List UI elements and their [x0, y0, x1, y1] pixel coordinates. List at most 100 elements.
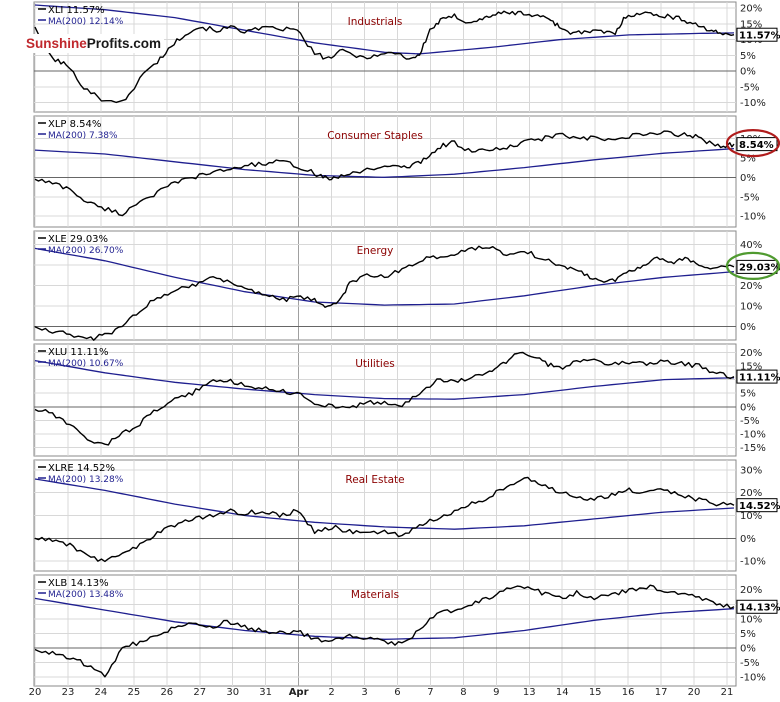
y-tick-label: 15%	[740, 19, 762, 30]
last-value-label: 8.54%	[739, 140, 774, 151]
x-tick-label: 8	[460, 687, 466, 698]
legend-ma: MA(200) 12.14%	[48, 17, 124, 27]
legend-ma: MA(200) 13.28%	[48, 475, 124, 485]
y-tick-label: 5%	[740, 51, 756, 62]
panel-consumer-staples: -10%-5%0%5%10%XLP 8.54%MA(200) 7.38%Cons…	[33, 115, 780, 228]
x-tick-label: 25	[127, 687, 140, 698]
y-tick-label: 0%	[740, 322, 756, 333]
x-tick-label: 2	[328, 687, 334, 698]
price-line	[34, 584, 735, 678]
sunshine-profits-logo: SunshineProfits.com	[23, 34, 165, 53]
y-tick-label: 0%	[740, 644, 756, 655]
x-tick-label: 14	[556, 687, 569, 698]
x-tick-label: 26	[160, 687, 173, 698]
price-line	[34, 351, 735, 446]
last-value-box	[736, 137, 778, 152]
y-tick-label: 5%	[740, 389, 756, 400]
ma200-line	[34, 4, 735, 55]
price-line	[34, 476, 735, 563]
panel-materials: -10%-5%0%5%10%15%20%XLB 14.13%MA(200) 13…	[33, 574, 780, 687]
y-tick-label: 20%	[740, 348, 762, 359]
legend-price: XLI 11.57%	[48, 5, 105, 16]
y-tick-label: 40%	[740, 240, 762, 251]
panel-real-estate: -10% 0% 10% 20% 30% XLRE 14.52%MA(200) 13.28%…	[33, 459, 780, 572]
y-tick-label: 20%	[740, 585, 762, 596]
panel-utilities: -15%-10%-5%0%5%10%15%20%XLU 11.11%MA(200…	[33, 343, 780, 457]
y-tick-label: -10%	[740, 212, 766, 223]
ma200-line	[34, 247, 735, 306]
green-highlight-ellipse	[725, 251, 780, 280]
y-tick-label: -10%	[740, 429, 766, 440]
x-tick-label: 27	[193, 687, 206, 698]
x-tick-label: 3	[361, 687, 367, 698]
x-tick-label: 21	[721, 687, 734, 698]
last-value-box	[736, 498, 778, 513]
y-tick-label: 15%	[740, 362, 762, 373]
x-tick-label: 7	[427, 687, 433, 698]
y-tick-label: 5%	[740, 629, 756, 640]
legend-price: XLE 29.03%	[48, 234, 108, 245]
y-tick-label: -5%	[740, 192, 759, 203]
x-tick-label: 20	[29, 687, 42, 698]
x-tick-label: 16	[622, 687, 635, 698]
last-value-box	[736, 259, 778, 274]
last-value-box	[736, 599, 778, 614]
y-tick-label: 0%	[740, 402, 756, 413]
last-value-label: 29.03%	[739, 263, 780, 274]
price-line	[34, 245, 735, 341]
panel-title: Industrials	[348, 16, 403, 28]
price-line	[34, 10, 735, 104]
x-axis: 20 23 24 25 26 27 30 31 Apr 2 3 6 7 8 9 13 14 15 16 17 20 21	[29, 687, 734, 698]
y-tick-label: 20%	[740, 281, 762, 292]
panel-title: Energy	[357, 245, 394, 257]
x-tick-label: Apr	[289, 687, 309, 698]
panel-title: Materials	[351, 589, 399, 601]
x-tick-label: 24	[95, 687, 108, 698]
panel-frame	[33, 343, 737, 457]
legend-price: XLP 8.54%	[48, 119, 101, 130]
last-value-label: 14.52%	[739, 501, 780, 512]
last-value-box	[736, 27, 778, 42]
logo-part-sunshine: Sunshine	[26, 36, 87, 51]
y-tick-label: -15%	[740, 443, 766, 454]
ma200-line	[34, 359, 735, 400]
x-tick-label: 20	[688, 687, 701, 698]
y-tick-label: 10%	[740, 302, 762, 313]
legend-ma: MA(200) 13.48%	[48, 590, 124, 600]
panel-industrials: -10%-5%0%5%10%15%20%XLI 11.57%MA(200) 12…	[33, 1, 780, 113]
legend-price: XLU 11.11%	[48, 347, 109, 358]
legend-ma: MA(200) 10.67%	[48, 359, 124, 369]
last-value-label: 11.57%	[739, 30, 780, 41]
ma200-line	[34, 597, 735, 640]
ma200-line	[34, 147, 735, 178]
y-tick-label: -5%	[740, 82, 759, 93]
x-tick-label: 13	[523, 687, 536, 698]
x-tick-label: 30	[226, 687, 239, 698]
y-tick-label: 0%	[740, 534, 756, 545]
panel-title: Consumer Staples	[327, 130, 423, 142]
y-tick-label: 0%	[740, 173, 756, 184]
legend-ma: MA(200) 7.38%	[48, 131, 118, 141]
y-tick-label: 20%	[740, 4, 762, 15]
panel-frame	[33, 1, 737, 113]
x-tick-label: 9	[493, 687, 499, 698]
panel-title: Utilities	[355, 358, 395, 370]
red-highlight-ellipse	[725, 129, 780, 158]
last-value-label: 14.13%	[739, 602, 780, 613]
x-tick-label: 23	[62, 687, 75, 698]
price-line	[34, 130, 735, 217]
ma200-line	[34, 478, 735, 530]
panel-energy: 0%10%20%30%40%XLE 29.03%MA(200) 26.70%En…	[33, 230, 780, 341]
y-tick-label: 10%	[740, 511, 762, 522]
legend-ma: MA(200) 26.70%	[48, 246, 124, 256]
panel-frame	[33, 115, 737, 228]
x-tick-label: 31	[259, 687, 272, 698]
y-tick-label: 30%	[740, 465, 762, 476]
y-tick-label: 0%	[740, 67, 756, 78]
panel-title: Real Estate	[345, 474, 404, 486]
y-tick-label: 5%	[740, 153, 756, 164]
x-tick-label: 6	[394, 687, 400, 698]
y-tick-label: -10%	[740, 98, 766, 109]
x-tick-label: 17	[655, 687, 668, 698]
